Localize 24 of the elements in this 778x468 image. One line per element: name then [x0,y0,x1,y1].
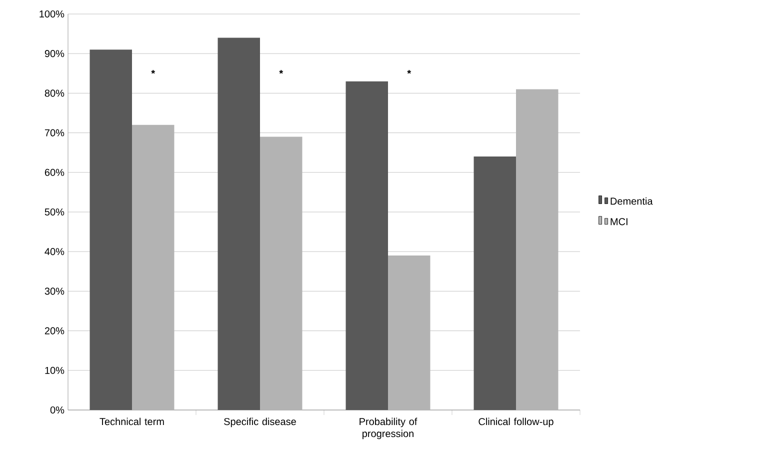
bar [90,50,132,410]
x-tick-label: Clinical follow-up [478,418,554,428]
legend-label: MCI [610,218,628,226]
y-tick-label: 10% [45,366,64,374]
y-tick-label: 30% [44,288,64,295]
x-tick-label: Probability of progression [360,418,418,440]
x-tick-label: Technical term [100,418,164,426]
y-tick-label: 70% [44,129,64,136]
x-tick-label: Specific disease [224,418,296,428]
y-tick-label: 80% [44,90,64,97]
annotation: * [279,70,284,74]
y-tick-label: 100% [40,10,64,18]
bar [218,38,260,410]
y-tick-label: 0% [50,406,64,414]
bar [346,81,388,410]
y-tick-label: 40% [44,248,64,256]
legend-label: Dementia [610,197,653,205]
y-tick-label: 50% [44,208,64,216]
y-tick-label: 60% [44,168,64,176]
annotation: * [151,70,156,74]
y-tick-label: 90% [44,50,64,58]
bar [474,156,516,410]
y-tick-label: 20% [44,327,64,334]
annotation: * [407,70,412,74]
